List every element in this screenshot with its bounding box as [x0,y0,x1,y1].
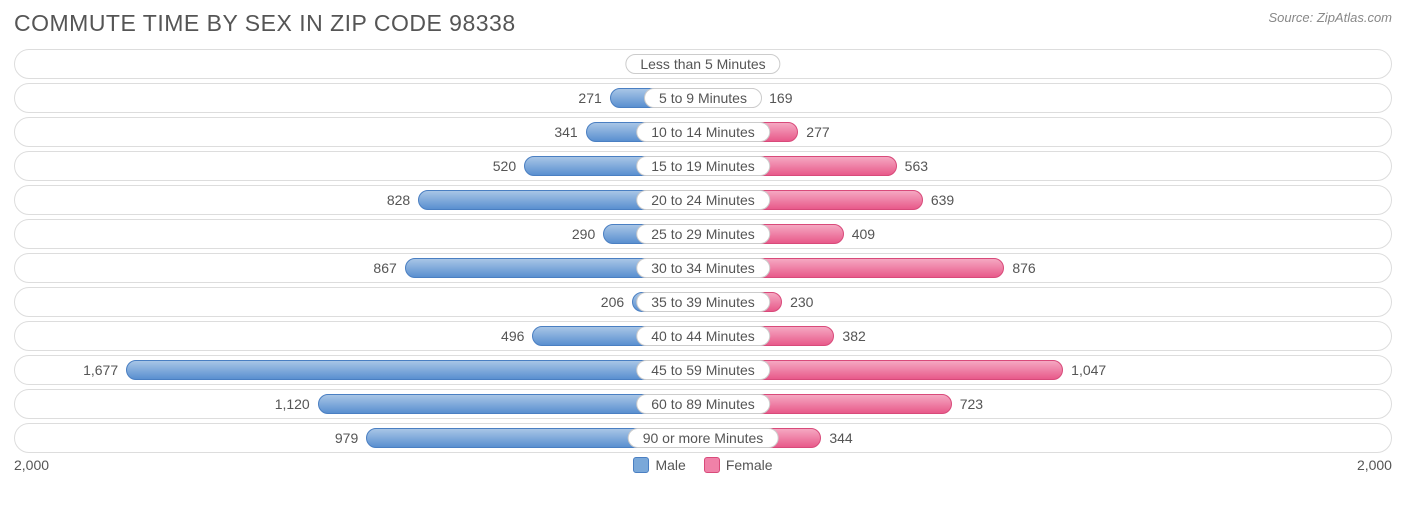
female-value-label: 723 [960,390,983,418]
axis-left-max: 2,000 [14,457,74,473]
legend-female-label: Female [726,457,773,473]
category-label: Less than 5 Minutes [625,54,780,74]
legend: Male Female [633,457,772,473]
chart-row: 496 382 40 to 44 Minutes [14,321,1392,351]
female-value-label: 563 [905,152,928,180]
category-label: 25 to 29 Minutes [636,224,770,244]
chart-row: 828 639 20 to 24 Minutes [14,185,1392,215]
legend-male-label: Male [655,457,685,473]
male-value-label: 1,120 [275,390,310,418]
chart-row: 341 277 10 to 14 Minutes [14,117,1392,147]
chart-row: 520 563 15 to 19 Minutes [14,151,1392,181]
male-value-label: 271 [578,84,601,112]
female-value-label: 876 [1012,254,1035,282]
female-swatch-icon [704,457,720,473]
chart-row: 206 230 35 to 39 Minutes [14,287,1392,317]
chart-row: 271 169 5 to 9 Minutes [14,83,1392,113]
female-value-label: 382 [842,322,865,350]
male-value-label: 1,677 [83,356,118,384]
chart-source: Source: ZipAtlas.com [1268,10,1392,25]
axis-right-max: 2,000 [1332,457,1392,473]
category-label: 15 to 19 Minutes [636,156,770,176]
chart-row: 100117Less than 5 Minutes [14,49,1392,79]
category-label: 45 to 59 Minutes [636,360,770,380]
chart-row: 979 344 90 or more Minutes [14,423,1392,453]
male-value-label: 206 [601,288,624,316]
category-label: 35 to 39 Minutes [636,292,770,312]
chart-row: 1,120 723 60 to 89 Minutes [14,389,1392,419]
category-label: 60 to 89 Minutes [636,394,770,414]
chart-row: 1,677 1,047 45 to 59 Minutes [14,355,1392,385]
male-value-label: 496 [501,322,524,350]
chart-title: COMMUTE TIME BY SEX IN ZIP CODE 98338 [14,10,516,37]
female-value-label: 277 [806,118,829,146]
male-value-label: 520 [493,152,516,180]
male-value-label: 867 [373,254,396,282]
category-label: 30 to 34 Minutes [636,258,770,278]
male-value-label: 341 [554,118,577,146]
category-label: 90 or more Minutes [628,428,779,448]
female-value-label: 1,047 [1071,356,1106,384]
male-value-label: 290 [572,220,595,248]
female-value-label: 639 [931,186,954,214]
chart-row: 290 409 25 to 29 Minutes [14,219,1392,249]
legend-item-female: Female [704,457,773,473]
female-value-label: 409 [852,220,875,248]
male-swatch-icon [633,457,649,473]
chart-header: COMMUTE TIME BY SEX IN ZIP CODE 98338 So… [14,10,1392,37]
male-value-label: 979 [335,424,358,452]
category-label: 5 to 9 Minutes [644,88,762,108]
category-label: 20 to 24 Minutes [636,190,770,210]
category-label: 10 to 14 Minutes [636,122,770,142]
female-value-label: 169 [769,84,792,112]
category-label: 40 to 44 Minutes [636,326,770,346]
male-bar [126,360,703,380]
diverging-bar-chart: 100117Less than 5 Minutes 271 169 5 to 9 Mi… [14,49,1392,453]
female-value-label: 344 [829,424,852,452]
chart-footer: 2,000 Male Female 2,000 [14,457,1392,473]
female-value-label: 230 [790,288,813,316]
legend-item-male: Male [633,457,685,473]
male-value-label: 828 [387,186,410,214]
chart-row: 867 876 30 to 34 Minutes [14,253,1392,283]
